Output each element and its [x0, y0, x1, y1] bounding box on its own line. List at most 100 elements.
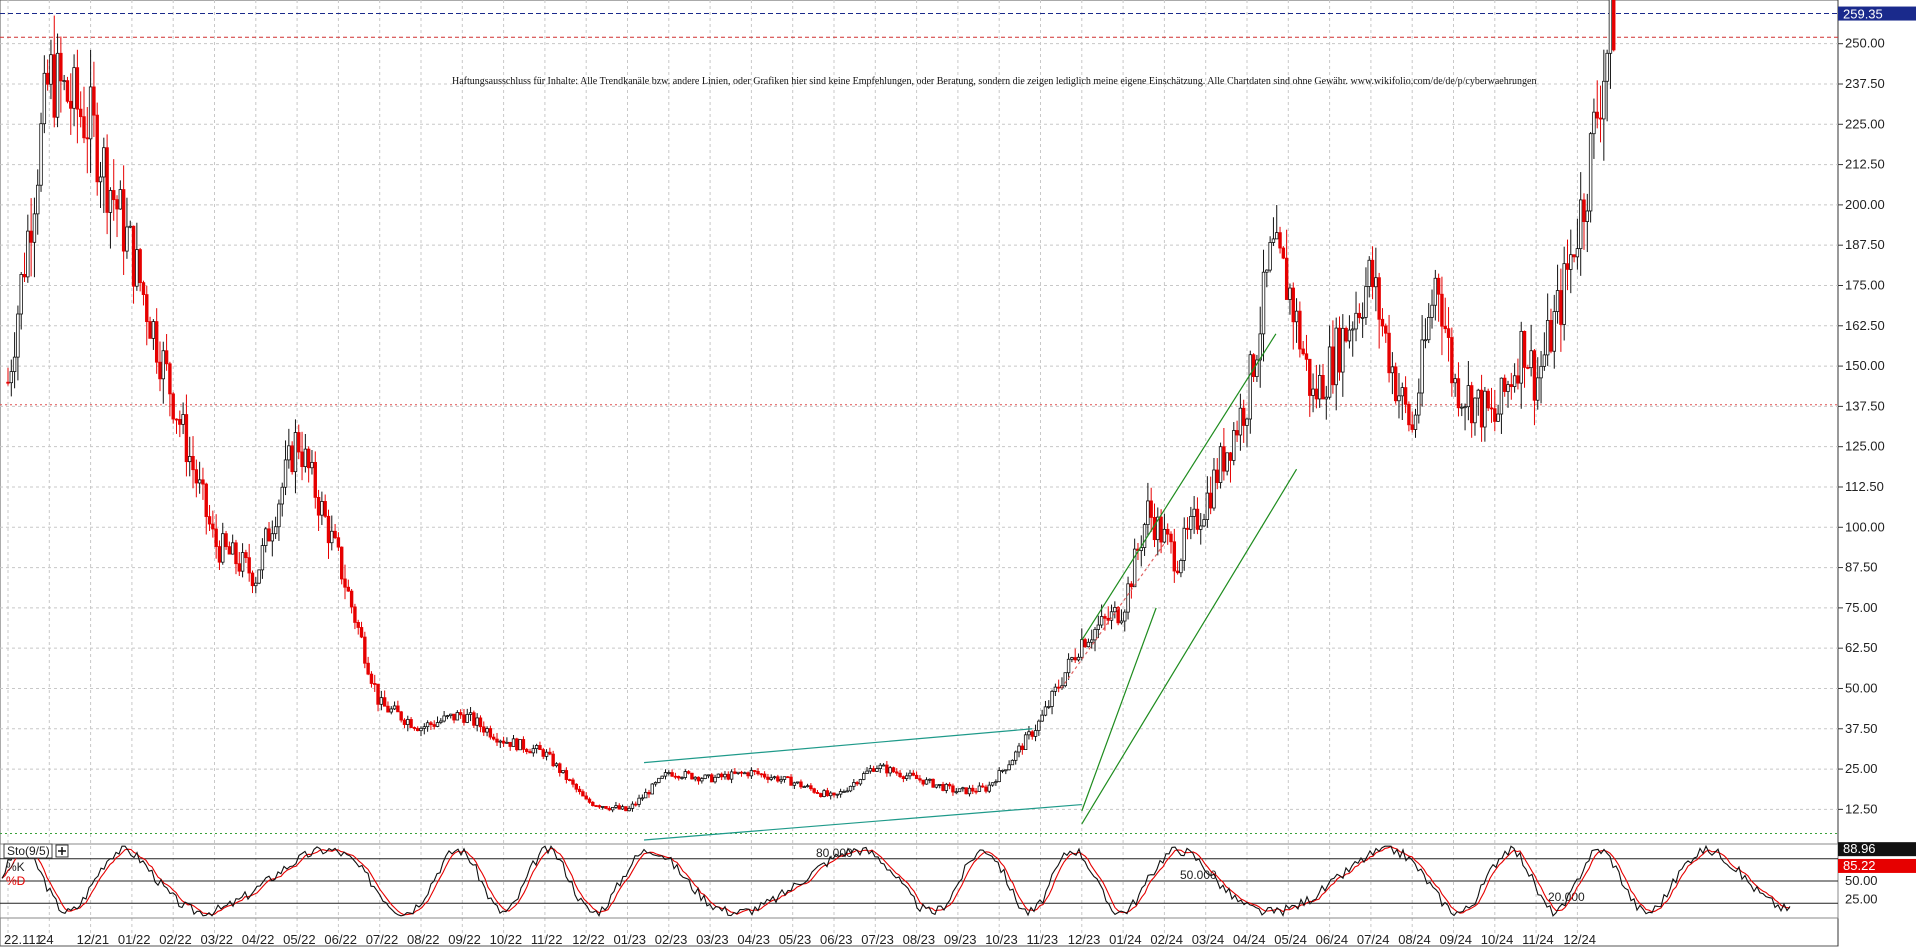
- candle-body: [174, 418, 179, 421]
- candle-body: [359, 627, 364, 638]
- candle-body: [1393, 366, 1398, 402]
- candle-body: [971, 787, 975, 792]
- candle-body: [1341, 327, 1345, 373]
- y-tick-label: 87.50: [1845, 560, 1878, 575]
- candle-body: [419, 727, 423, 732]
- candle-body: [333, 530, 337, 539]
- candle-body: [1469, 385, 1474, 424]
- stoch-y-tick-label: 50.00: [1845, 873, 1878, 888]
- y-tick-label: 237.50: [1845, 76, 1885, 91]
- candle-body: [885, 764, 889, 774]
- candle-body: [706, 774, 711, 777]
- candle-body: [594, 805, 598, 807]
- candle-body: [22, 273, 27, 278]
- candle-body: [422, 726, 427, 729]
- candle-body: [1403, 387, 1408, 405]
- candle-body: [1017, 745, 1021, 753]
- stoch-y-tick-label: 25.00: [1845, 892, 1878, 907]
- trendline[interactable]: [1081, 333, 1277, 641]
- candle-body: [376, 683, 380, 705]
- candle-body: [131, 225, 136, 287]
- candle-body: [1380, 318, 1385, 327]
- trendline[interactable]: [1081, 468, 1298, 825]
- candle-body: [895, 771, 899, 774]
- candle-body: [1090, 639, 1094, 643]
- candle-body: [1225, 452, 1229, 472]
- candle-body: [1175, 570, 1180, 574]
- x-tick-label: 12/22: [572, 932, 605, 947]
- candle-body: [838, 791, 843, 795]
- candle-body: [1450, 337, 1454, 384]
- candle-body: [1278, 232, 1282, 249]
- candle-body: [1327, 346, 1332, 398]
- candle-body: [1294, 310, 1299, 323]
- candle-body: [280, 486, 284, 505]
- trendline[interactable]: [643, 803, 1082, 841]
- candle-body: [1364, 286, 1368, 318]
- candle-body: [1440, 293, 1444, 327]
- candle-body: [452, 713, 456, 721]
- candle-body: [690, 772, 694, 780]
- candle-body: [967, 787, 972, 795]
- candle-body: [293, 432, 298, 473]
- candle-body: [710, 774, 714, 783]
- x-tick-label: 01/22: [118, 932, 151, 947]
- candle-body: [1271, 238, 1276, 243]
- candle-body: [495, 738, 499, 743]
- candle-body: [108, 190, 113, 213]
- x-tick-label: 04/24: [1233, 932, 1266, 947]
- candle-body: [822, 790, 826, 797]
- candle-body: [1123, 611, 1127, 622]
- candle-body: [1281, 247, 1286, 259]
- candle-body: [154, 321, 159, 363]
- candle-body: [343, 578, 347, 588]
- candle-body: [1275, 232, 1279, 240]
- candle-body: [994, 781, 998, 784]
- y-tick-label: 112.50: [1845, 479, 1884, 494]
- candle-body: [891, 767, 896, 773]
- x-tick-label: 02/23: [655, 932, 688, 947]
- candle-body: [643, 791, 648, 799]
- candle-body: [640, 797, 645, 800]
- candle-body: [330, 530, 334, 544]
- trendline[interactable]: [643, 728, 1033, 764]
- candle-body: [290, 445, 294, 473]
- candle-body: [1258, 333, 1262, 361]
- candle-body: [567, 779, 572, 781]
- candle-body: [680, 777, 684, 779]
- candle-body: [227, 546, 232, 555]
- candle-body: [931, 778, 935, 788]
- candle-body: [898, 772, 902, 778]
- trendline[interactable]: [1081, 607, 1157, 812]
- stoch-level-label: 80.000: [816, 846, 853, 860]
- candle-body: [686, 771, 691, 774]
- candle-body: [1099, 616, 1104, 626]
- candle-body: [1536, 377, 1540, 401]
- candle-body: [1199, 525, 1203, 530]
- candle-body: [571, 779, 575, 785]
- candle-body: [1443, 325, 1447, 330]
- candle-body: [1202, 519, 1206, 527]
- candle-body: [505, 741, 509, 744]
- candle-body: [1027, 731, 1031, 736]
- candle-body: [1605, 52, 1609, 82]
- candle-body: [901, 776, 906, 779]
- candle-body: [277, 503, 281, 528]
- candle-body: [1397, 395, 1401, 402]
- candle-body: [1073, 657, 1077, 661]
- candle-body: [366, 662, 370, 675]
- indicator-label: Sto(9/5): [7, 844, 50, 858]
- candle-body: [168, 363, 172, 395]
- candle-body: [815, 792, 820, 794]
- candle-body: [468, 712, 473, 715]
- x-axis: 22.11.241 12/21 01/22 02/22 03/22 04/22 05/22 0…: [4, 932, 1596, 947]
- candle-body: [260, 545, 265, 571]
- candle-body: [29, 230, 33, 243]
- candle-body: [257, 569, 261, 584]
- indicator-label-box[interactable]: [3, 843, 53, 859]
- candle-body: [911, 772, 915, 776]
- candle-body: [1579, 199, 1583, 250]
- candle-body: [1519, 330, 1523, 384]
- candle-body: [868, 768, 873, 772]
